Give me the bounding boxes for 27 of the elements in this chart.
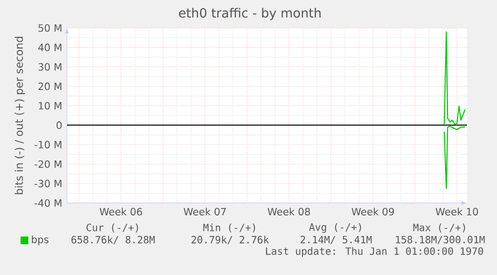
y-tick-label: -30 M (34, 180, 62, 188)
text: 2.14M/ 5.41M (300, 236, 372, 244)
legend-label: bps (32, 236, 48, 246)
x-tick-label: Week 06 (100, 208, 142, 216)
x-tick-label: Week 09 (352, 208, 394, 216)
x-tick-label: Week 08 (268, 208, 310, 216)
y-tick-label: -40 M (34, 199, 62, 207)
text: 20.79k/ 2.76k (192, 236, 269, 244)
text: Avg (-/+) (309, 223, 361, 233)
y-tick-label: 20 M (38, 82, 62, 90)
text: 658.76k/ 8.28M (72, 236, 155, 244)
text: Max (-/+) (413, 224, 465, 232)
x-tick-label: Week 10 (436, 208, 478, 216)
text: 158.18M/300.01M (396, 236, 485, 244)
y-tick-label: 0 (56, 121, 62, 130)
y-tick-label: 50 M (38, 24, 62, 32)
y-tick-label: 30 M (38, 63, 62, 71)
y-axis-title: bits in (-) / out (+) per second (14, 36, 26, 194)
y-tick-label: -20 M (34, 160, 62, 168)
y-tick-label: 40 M (38, 44, 62, 52)
x-tick-label: Week 07 (184, 208, 226, 216)
text: Cur (-/+) (86, 224, 138, 232)
text: Last update: Thu Jan 1 01:00:00 1970 (266, 247, 484, 257)
y-tick-label: -10 M (34, 140, 62, 148)
text: Min (-/+) (203, 224, 255, 232)
y-tick-label: 10 M (38, 102, 62, 110)
chart-title: eth0 traffic - by month (179, 8, 321, 20)
